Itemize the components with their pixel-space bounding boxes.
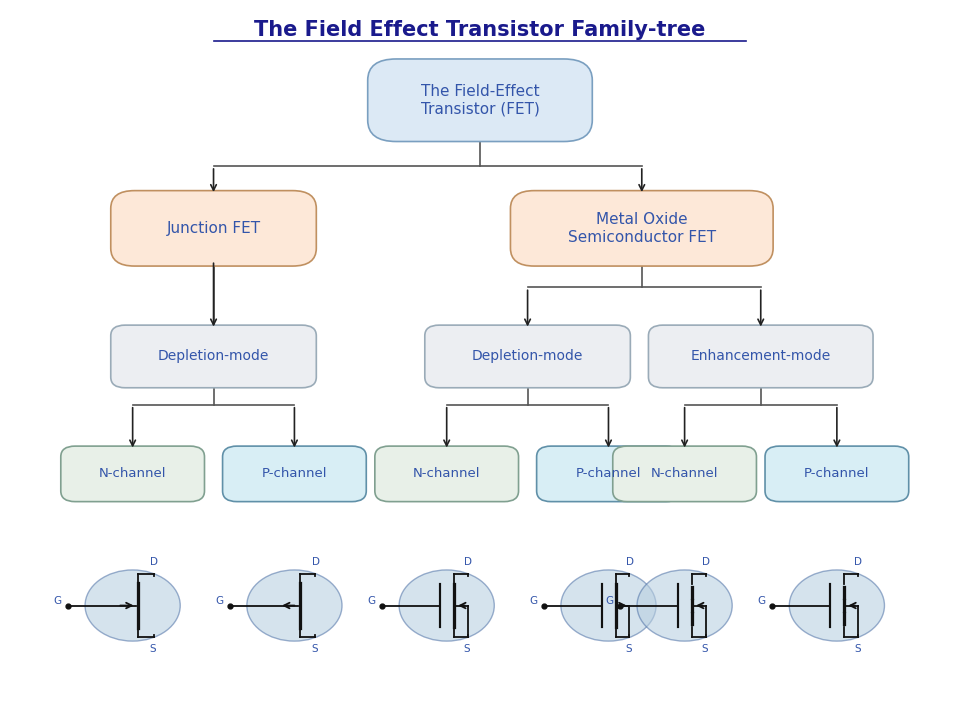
Text: N-channel: N-channel <box>99 467 166 480</box>
FancyBboxPatch shape <box>511 191 773 266</box>
Text: S: S <box>464 644 470 654</box>
Text: D: D <box>150 557 157 567</box>
Text: P-channel: P-channel <box>576 467 641 480</box>
FancyBboxPatch shape <box>648 325 873 388</box>
Circle shape <box>561 570 656 641</box>
Text: D: D <box>854 557 862 567</box>
Text: G: G <box>53 596 61 606</box>
FancyBboxPatch shape <box>368 59 592 142</box>
Text: S: S <box>150 644 156 654</box>
Text: P-channel: P-channel <box>804 467 870 480</box>
FancyBboxPatch shape <box>612 446 756 502</box>
Text: D: D <box>626 557 634 567</box>
Text: N-channel: N-channel <box>651 467 718 480</box>
Text: S: S <box>312 644 318 654</box>
Text: G: G <box>605 596 613 606</box>
Text: D: D <box>464 557 471 567</box>
Text: G: G <box>215 596 223 606</box>
Text: The Field-Effect
Transistor (FET): The Field-Effect Transistor (FET) <box>420 84 540 117</box>
FancyBboxPatch shape <box>110 325 316 388</box>
Text: Metal Oxide
Semiconductor FET: Metal Oxide Semiconductor FET <box>567 212 716 245</box>
Text: G: G <box>367 596 375 606</box>
Circle shape <box>637 570 732 641</box>
Text: D: D <box>312 557 320 567</box>
FancyBboxPatch shape <box>425 325 631 388</box>
Circle shape <box>247 570 342 641</box>
Text: S: S <box>854 644 860 654</box>
Circle shape <box>399 570 494 641</box>
Text: P-channel: P-channel <box>262 467 327 480</box>
FancyBboxPatch shape <box>537 446 681 502</box>
Text: Junction FET: Junction FET <box>166 221 260 236</box>
Text: S: S <box>702 644 708 654</box>
Text: Depletion-mode: Depletion-mode <box>157 349 269 364</box>
Text: G: G <box>529 596 537 606</box>
Circle shape <box>85 570 180 641</box>
FancyBboxPatch shape <box>110 191 316 266</box>
FancyBboxPatch shape <box>223 446 367 502</box>
Text: Depletion-mode: Depletion-mode <box>472 349 584 364</box>
Text: The Field Effect Transistor Family-tree: The Field Effect Transistor Family-tree <box>254 20 706 40</box>
Text: G: G <box>757 596 765 606</box>
Text: N-channel: N-channel <box>413 467 480 480</box>
Text: S: S <box>626 644 633 654</box>
Text: Enhancement-mode: Enhancement-mode <box>690 349 830 364</box>
FancyBboxPatch shape <box>374 446 518 502</box>
FancyBboxPatch shape <box>60 446 204 502</box>
FancyBboxPatch shape <box>765 446 909 502</box>
Circle shape <box>789 570 884 641</box>
Text: D: D <box>702 557 709 567</box>
